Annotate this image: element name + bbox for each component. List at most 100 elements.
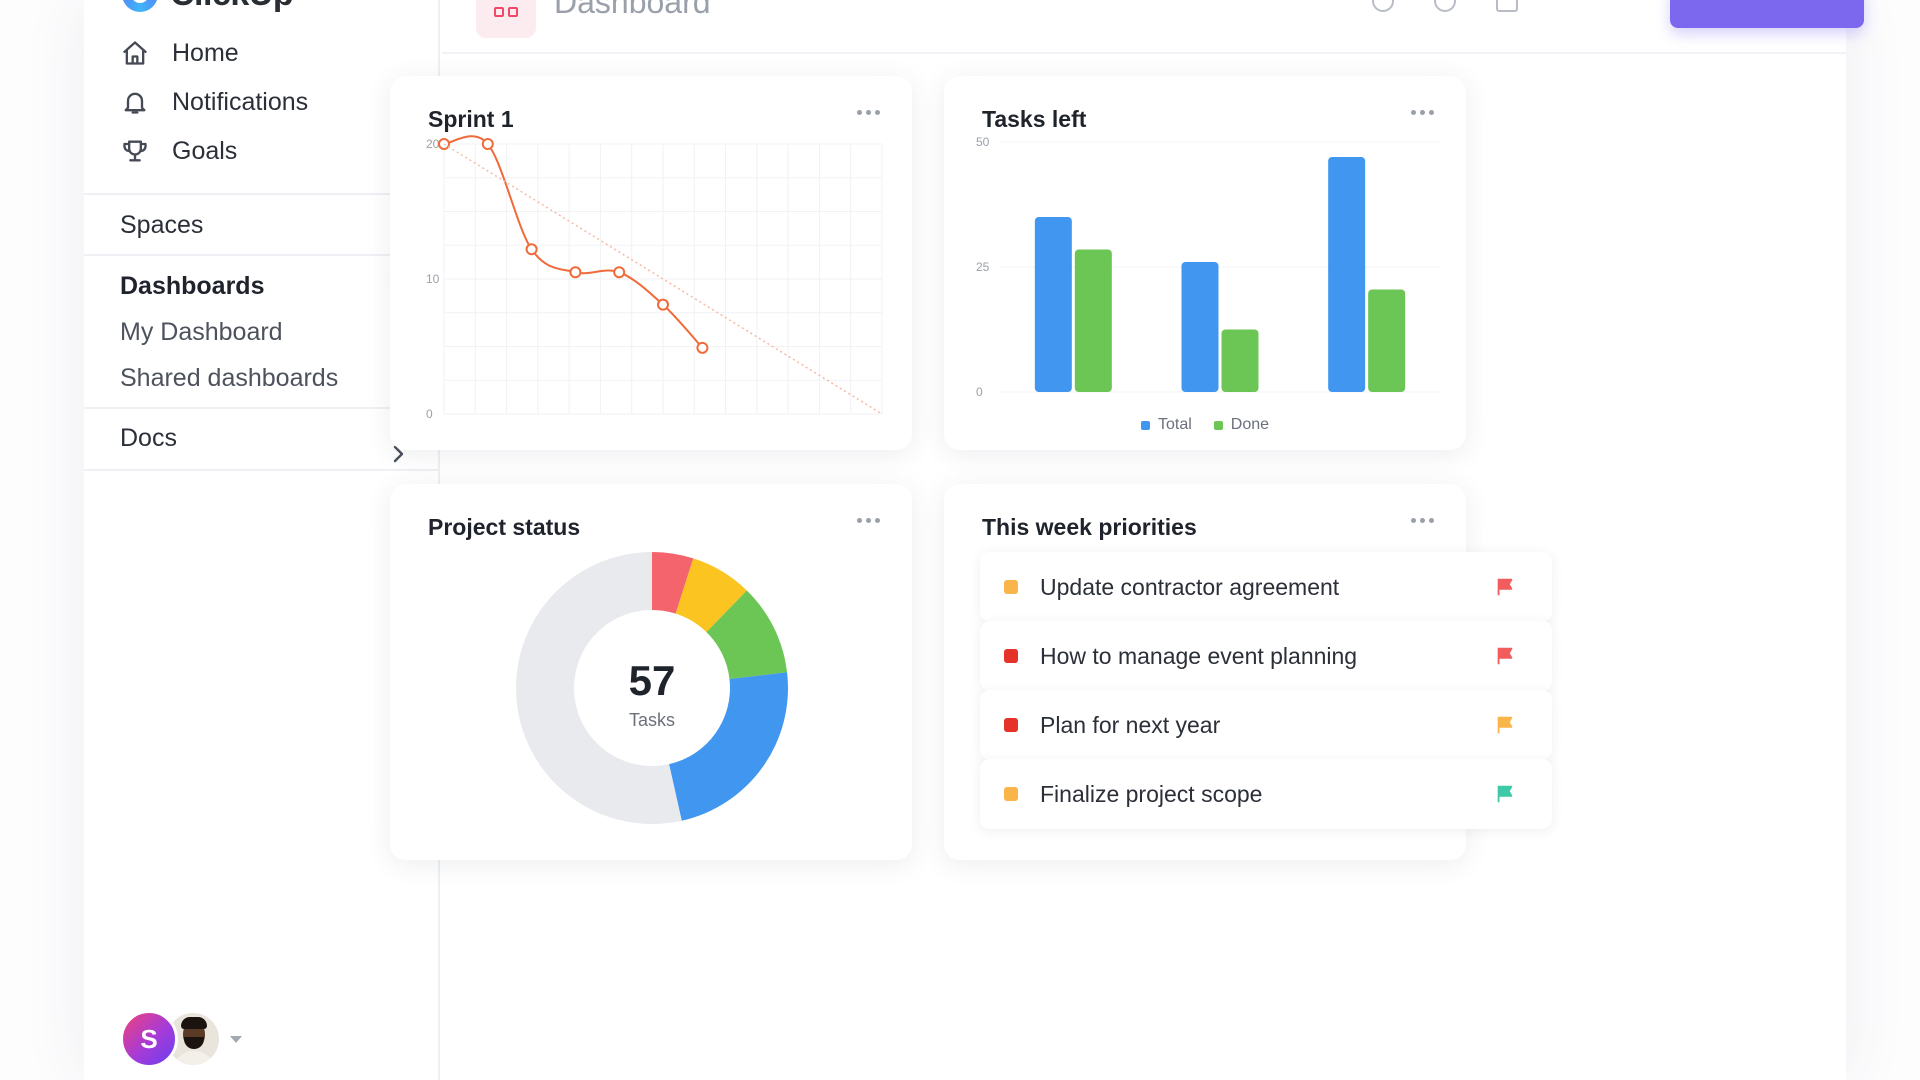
card-project-status: Project status 57 Tasks — [390, 484, 912, 860]
y-tick-label: 10 — [426, 272, 440, 286]
card-title: Project status — [428, 514, 581, 540]
caret-down-icon — [230, 1035, 242, 1043]
priority-item[interactable]: Update contractor agreement — [980, 552, 1552, 622]
legend-swatch — [1213, 420, 1223, 430]
sidebar-item-label: Notifications — [172, 87, 309, 116]
avatar: S — [120, 1010, 178, 1068]
donut-center: 57 Tasks — [552, 660, 752, 731]
line-point — [657, 298, 669, 311]
priority-label: Plan for next year — [1040, 711, 1221, 738]
donut-slice — [675, 558, 747, 633]
sidebar-section-dashboards[interactable]: Dashboards — [120, 271, 410, 302]
donut-slice — [706, 590, 788, 679]
ideal-line — [443, 143, 883, 415]
sidebar: ClickUp Home Notifications Goals Spaces — [84, 0, 440, 1080]
status-dot — [1004, 718, 1018, 732]
flag-icon[interactable] — [1494, 576, 1516, 598]
y-tick-label: 50 — [976, 135, 990, 149]
avatar-photo — [164, 1010, 222, 1068]
priority-label: Finalize project scope — [1040, 780, 1263, 807]
clock-icon[interactable] — [1434, 0, 1456, 12]
flag-icon[interactable] — [1494, 714, 1516, 736]
sidebar-section-docs[interactable]: Docs — [120, 424, 410, 474]
donut-total: 57 — [628, 657, 676, 704]
sidebar-item-label: Home — [172, 38, 239, 67]
card-tasks-left: Tasks left 0 25 50 Total Done — [944, 76, 1466, 450]
sidebar-item-my-dashboard[interactable]: My Dashboard — [120, 318, 283, 346]
divider — [84, 469, 438, 471]
bar-done — [1368, 289, 1406, 392]
divider — [84, 193, 438, 195]
card-sprint: Sprint 1 0 10 20 — [390, 76, 912, 450]
donut-slice — [652, 552, 694, 614]
sidebar-section-label: Spaces — [120, 211, 204, 239]
bar-total — [1034, 217, 1072, 392]
more-icon[interactable] — [1411, 110, 1434, 115]
bar-total — [1328, 157, 1366, 392]
line-point — [525, 243, 538, 256]
legend-item: Done — [1213, 416, 1270, 434]
legend-label: Done — [1230, 416, 1270, 433]
sidebar-item-label: Goals — [172, 136, 238, 165]
line-point — [569, 266, 582, 279]
donut-label: Tasks — [628, 710, 675, 730]
tasks-left-bar-chart: 0 25 50 — [976, 135, 1440, 399]
sidebar-item-goals[interactable]: Goals — [120, 136, 237, 166]
legend-label: Total — [1157, 416, 1192, 433]
clickup-logo[interactable]: ClickUp — [122, 0, 294, 13]
chart-legend: Total Done — [944, 416, 1466, 434]
more-icon[interactable] — [857, 518, 880, 523]
settings-icon[interactable] — [1496, 0, 1518, 12]
clickup-logo-icon — [122, 0, 158, 12]
page-title: Dashboard — [554, 0, 711, 20]
line-point — [481, 138, 494, 150]
donut-slice — [669, 672, 788, 821]
bar-done — [1221, 329, 1259, 392]
card-priorities: This week priorities Update contractor a… — [944, 484, 1552, 860]
more-icon[interactable] — [857, 110, 880, 115]
logo-text: ClickUp — [170, 0, 294, 14]
sidebar-item-shared-dashboards[interactable]: Shared dashboards — [120, 364, 339, 392]
more-icon[interactable] — [1411, 518, 1434, 523]
card-title: Sprint 1 — [428, 106, 514, 132]
donut-slice — [516, 552, 682, 824]
bell-icon — [120, 87, 150, 117]
dashboard-icon — [476, 0, 536, 38]
priority-label: How to manage event planning — [1040, 642, 1358, 669]
flag-icon[interactable] — [1494, 783, 1516, 805]
sprint-burndown-chart: 0 10 20 — [426, 135, 883, 421]
user-avatars[interactable]: S — [120, 1010, 242, 1068]
expand-icon[interactable] — [1372, 0, 1394, 12]
sidebar-item-notifications[interactable]: Notifications — [120, 87, 308, 117]
priority-label: Update contractor agreement — [1040, 573, 1340, 600]
y-tick-label: 25 — [976, 260, 990, 274]
line-point — [613, 266, 626, 279]
sidebar-section-label: Docs — [120, 424, 177, 452]
sidebar-item-home[interactable]: Home — [120, 38, 239, 68]
sidebar-section-spaces[interactable]: Spaces — [120, 210, 410, 241]
app-window: ClickUp Home Notifications Goals Spaces — [84, 0, 1864, 1080]
sidebar-section-label: Dashboards — [120, 272, 265, 300]
priority-item[interactable]: How to manage event planning — [980, 621, 1552, 691]
priority-item[interactable]: Finalize project scope — [980, 759, 1552, 829]
y-tick-label: 0 — [426, 407, 433, 421]
priority-item[interactable]: Plan for next year — [980, 690, 1552, 760]
flag-icon[interactable] — [1494, 645, 1516, 667]
share-button[interactable] — [1670, 0, 1864, 28]
bar-total — [1181, 262, 1219, 392]
divider — [84, 254, 438, 256]
status-dot — [1004, 580, 1018, 594]
project-status-donut-chart — [516, 552, 788, 824]
chevron-right-icon — [386, 442, 410, 473]
legend-swatch — [1140, 420, 1150, 430]
card-title: Tasks left — [982, 106, 1087, 132]
line-point — [696, 341, 709, 354]
status-dot — [1004, 649, 1018, 663]
card-title: This week priorities — [982, 514, 1197, 540]
y-tick-label: 20 — [426, 137, 440, 151]
y-tick-label: 0 — [976, 385, 983, 399]
home-icon — [120, 38, 150, 68]
status-dot — [1004, 787, 1018, 801]
top-bar: Dashboard — [442, 0, 1864, 54]
legend-item: Total — [1140, 416, 1192, 434]
